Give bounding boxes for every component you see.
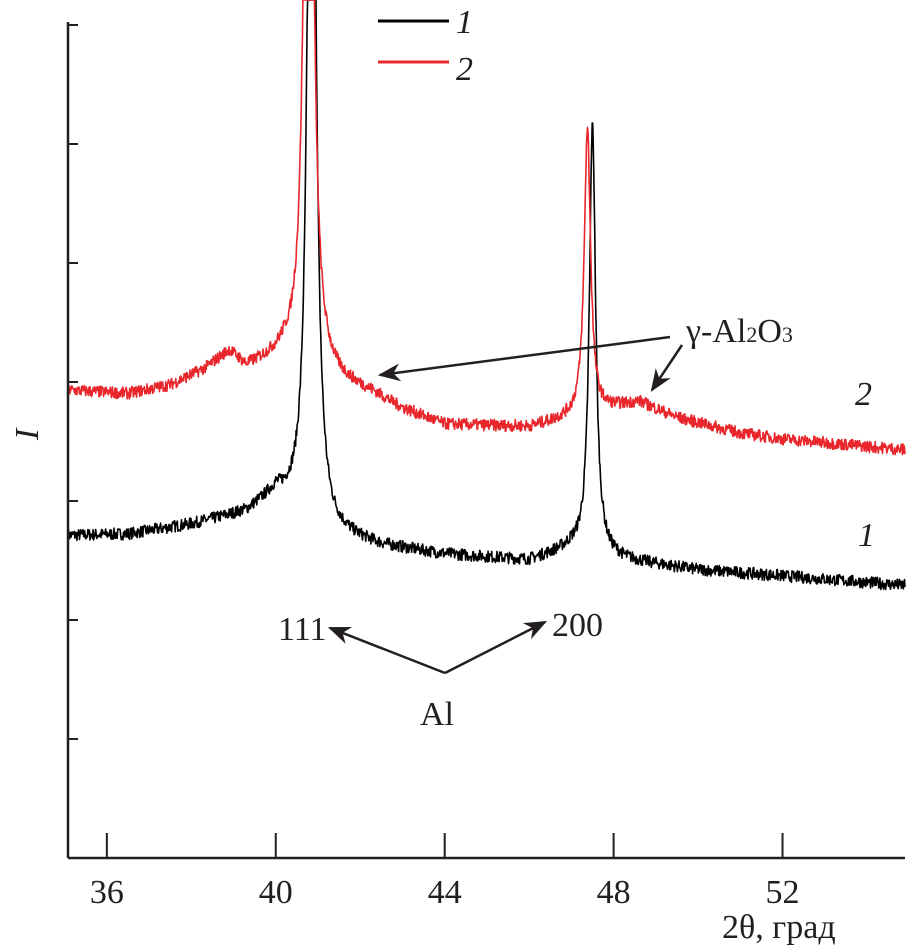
gamma-arrow-2	[650, 344, 684, 392]
ticks: 36 40 44 48 52	[68, 24, 800, 911]
series-line-2	[67, 0, 906, 456]
x-tick-label: 36	[90, 874, 124, 911]
series-line-1	[67, 0, 906, 591]
x-tick-label: 48	[597, 874, 631, 911]
hkl-200-label: 200	[552, 607, 603, 644]
hkl-111-label: 111	[278, 611, 326, 648]
gamma-arrow-1	[377, 335, 671, 382]
curve-label-1: 1	[858, 517, 875, 554]
y-axis-label: I	[9, 427, 46, 441]
x-tick-label: 52	[766, 874, 800, 911]
x-tick-label: 40	[259, 874, 293, 911]
al-label: Al	[420, 696, 454, 733]
legend-label-2: 2	[456, 51, 473, 88]
x-axis-label: 2θ, град	[722, 909, 836, 946]
series-layer	[67, 0, 906, 591]
al-arrow-200	[444, 620, 548, 675]
x-tick-label: 44	[428, 874, 462, 911]
legend-label-1: 1	[456, 4, 473, 41]
curve-label-2: 2	[855, 376, 872, 413]
gamma-al2o3-label: γ-Al2O3	[685, 313, 793, 350]
legend: 1 2	[378, 4, 473, 88]
al-arrow-111	[327, 626, 446, 675]
